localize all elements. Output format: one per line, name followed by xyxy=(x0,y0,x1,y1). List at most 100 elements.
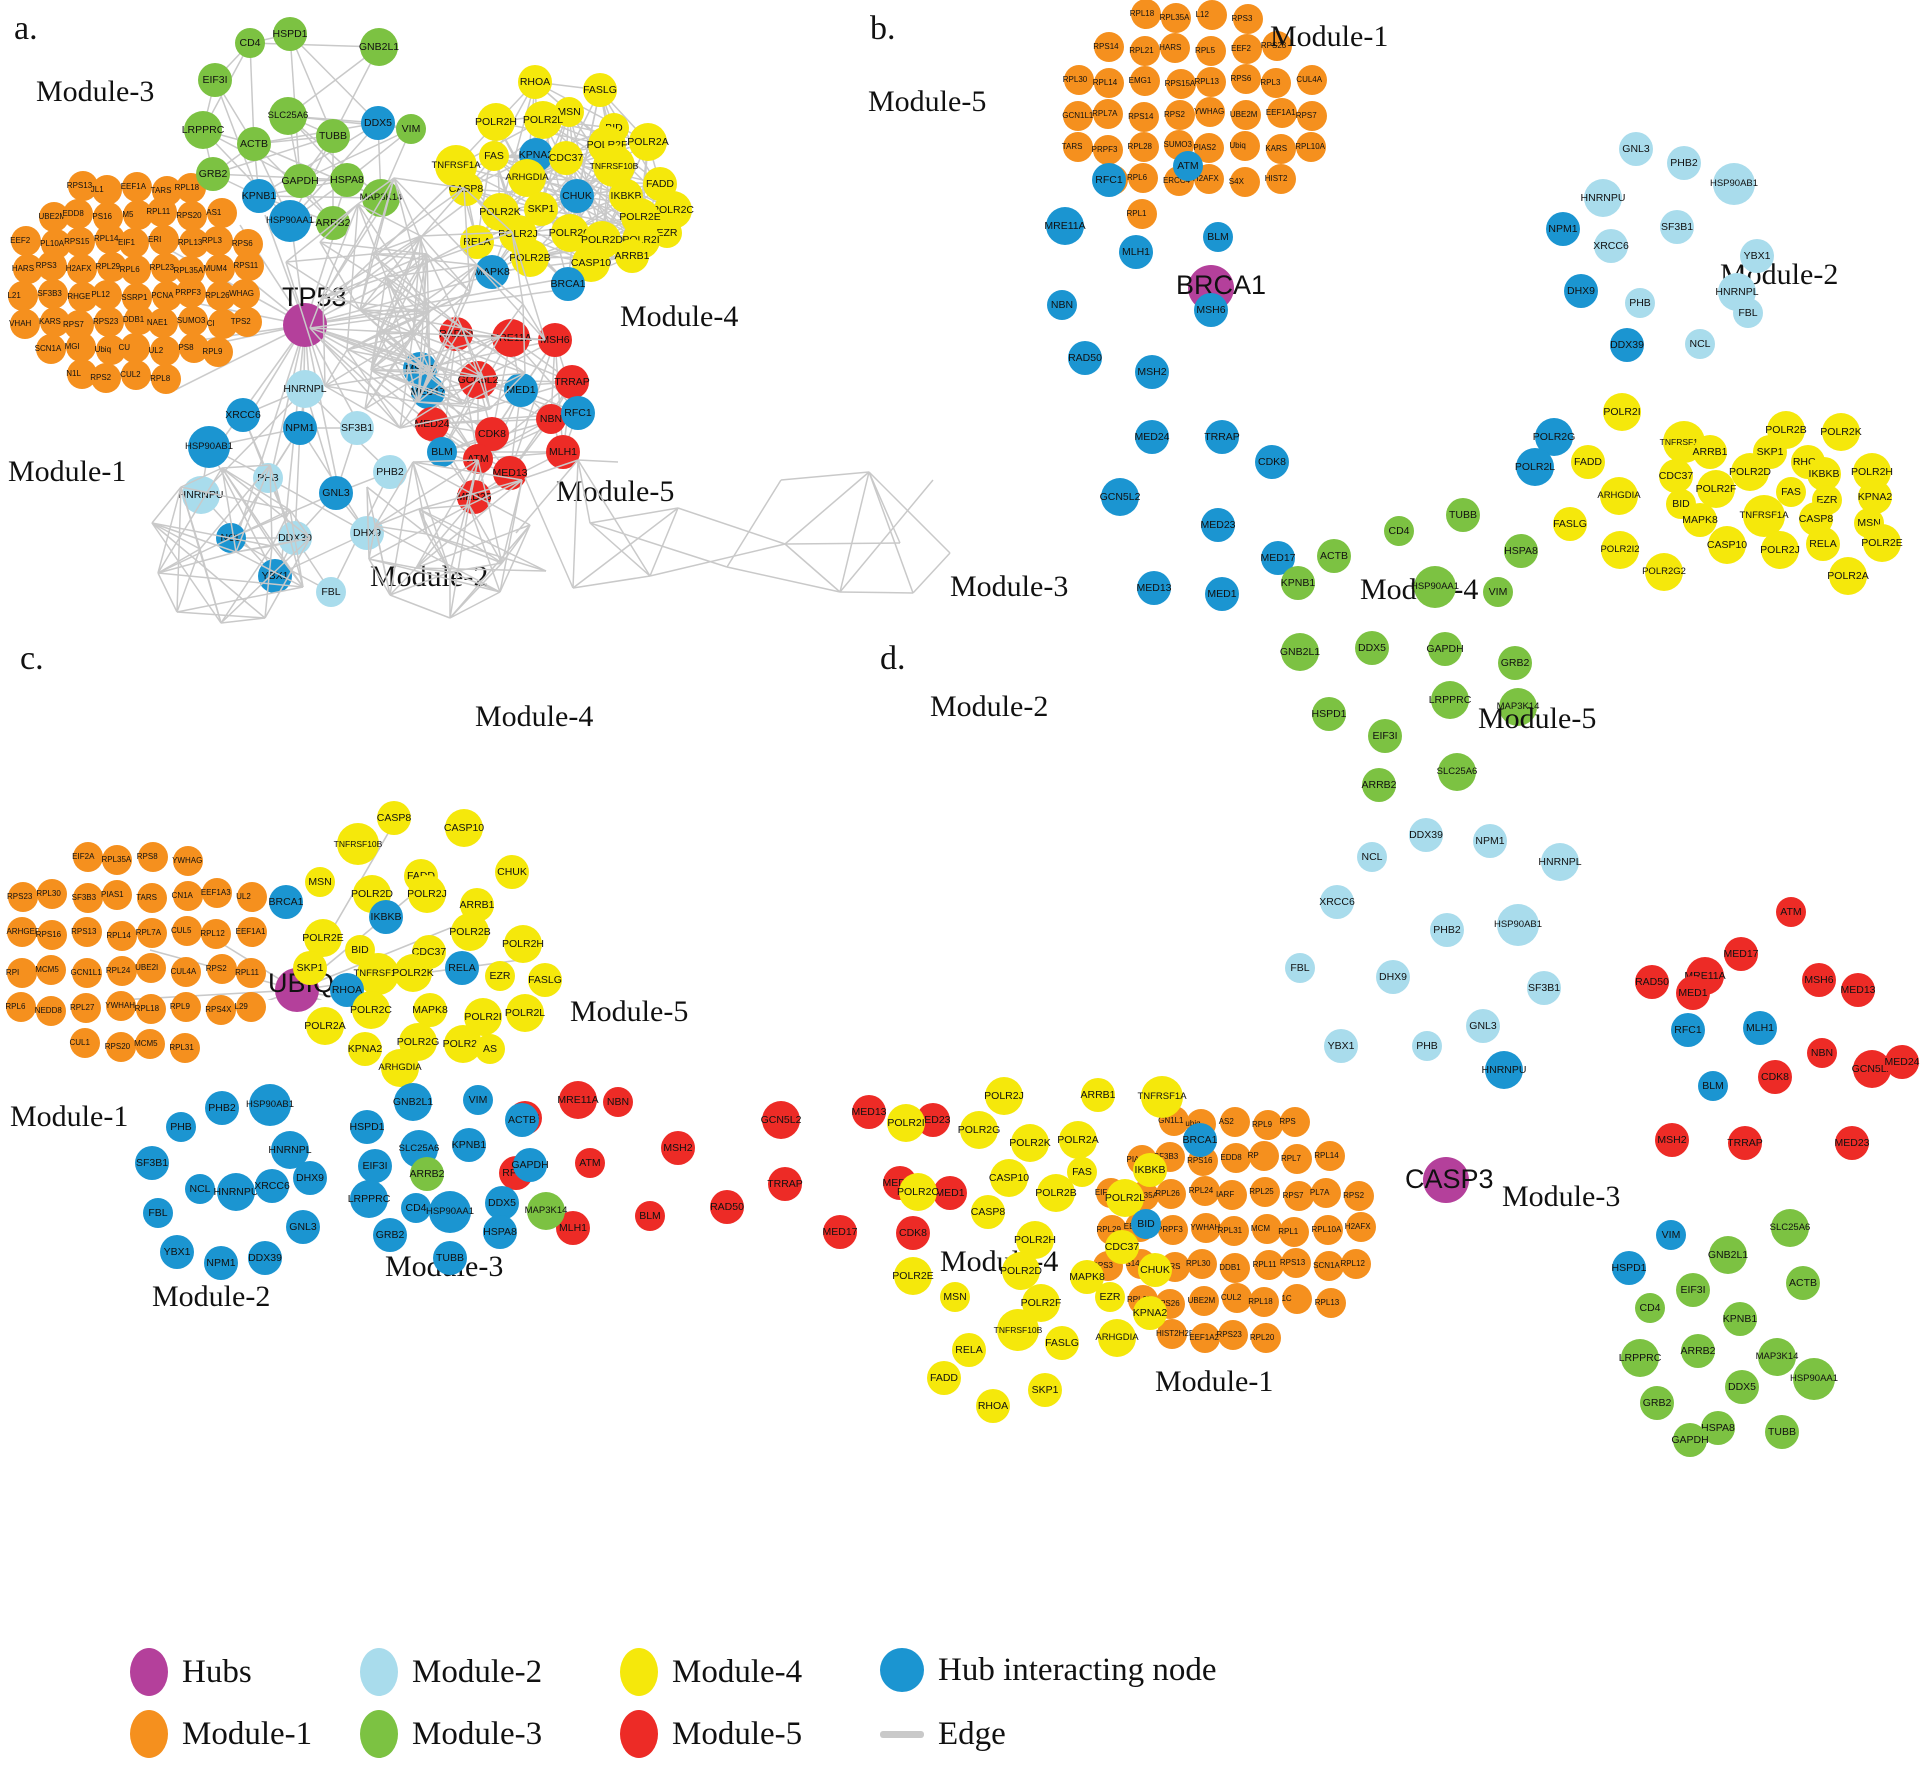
network-node[interactable] xyxy=(7,916,38,947)
network-node[interactable]: GCN5L2 xyxy=(761,1101,801,1139)
network-node[interactable]: RHOA xyxy=(518,65,552,99)
network-node[interactable]: FASLG xyxy=(1553,507,1587,541)
network-node[interactable] xyxy=(148,225,179,256)
network-node[interactable]: FASLG xyxy=(583,73,617,107)
network-node[interactable] xyxy=(1230,130,1261,161)
network-node[interactable] xyxy=(1231,33,1262,64)
network-node[interactable] xyxy=(1248,1140,1279,1171)
network-node[interactable] xyxy=(1251,1213,1282,1244)
network-node[interactable] xyxy=(236,916,267,947)
network-node[interactable]: ARHGDIA xyxy=(1597,477,1641,515)
network-node[interactable] xyxy=(1261,67,1292,98)
network-node[interactable]: MSH2 xyxy=(661,1131,695,1165)
network-node[interactable] xyxy=(121,360,152,391)
network-node[interactable]: POLR2G2 xyxy=(1642,553,1686,591)
network-node[interactable]: HNRNPU xyxy=(214,1173,258,1211)
network-node[interactable]: MLH1 xyxy=(546,435,580,469)
network-node[interactable]: XRCC6 xyxy=(1593,229,1629,263)
network-node[interactable]: MRE11A xyxy=(490,319,532,357)
network-node[interactable]: POLR2B xyxy=(449,913,491,951)
network-node[interactable] xyxy=(1129,65,1160,96)
network-node[interactable] xyxy=(203,336,234,367)
network-node[interactable]: SF3B1 xyxy=(1660,210,1694,244)
network-node[interactable]: DDX39 xyxy=(278,521,312,555)
network-node[interactable] xyxy=(147,197,178,228)
network-node[interactable] xyxy=(101,879,132,910)
network-node[interactable]: MED13 xyxy=(493,456,528,490)
network-node[interactable] xyxy=(204,253,235,284)
network-node[interactable] xyxy=(136,918,167,949)
network-node[interactable]: HSP90AB1 xyxy=(1494,904,1542,946)
network-node[interactable] xyxy=(1253,1250,1284,1281)
network-node[interactable]: POLR2A xyxy=(627,123,669,161)
network-node[interactable]: KPNB1 xyxy=(242,179,276,213)
network-node[interactable]: MED24 xyxy=(1885,1045,1920,1079)
network-node[interactable]: MED17 xyxy=(411,375,446,409)
network-node[interactable]: NPM1 xyxy=(283,411,317,445)
network-node[interactable] xyxy=(236,957,267,988)
network-node[interactable]: HNRNPU xyxy=(1581,179,1625,217)
network-node[interactable]: EIF3I xyxy=(1676,1273,1710,1307)
network-node[interactable]: SLC25A6 xyxy=(268,97,308,135)
network-node[interactable] xyxy=(36,954,67,985)
network-node[interactable]: YBX1 xyxy=(1324,1029,1358,1063)
network-node[interactable]: PHB xyxy=(253,463,283,493)
network-node[interactable]: MED17 xyxy=(1724,937,1759,971)
network-node[interactable] xyxy=(1190,1322,1221,1353)
network-node[interactable] xyxy=(234,251,265,282)
network-node[interactable]: MSN xyxy=(940,1282,970,1312)
network-node[interactable]: ARRB1 xyxy=(615,239,650,273)
network-node[interactable] xyxy=(102,845,133,876)
network-node[interactable]: POLR2J xyxy=(407,875,447,913)
network-node[interactable] xyxy=(1230,100,1261,131)
network-node[interactable]: GRB2 xyxy=(373,1218,407,1252)
network-node[interactable] xyxy=(72,917,103,948)
network-node[interactable]: FADD xyxy=(1571,445,1605,479)
network-node[interactable] xyxy=(147,308,178,339)
network-node[interactable]: AS xyxy=(475,1034,505,1064)
network-node[interactable] xyxy=(137,842,168,873)
network-node[interactable]: CDC37 xyxy=(1105,1230,1139,1264)
network-node[interactable] xyxy=(201,878,232,909)
network-node[interactable] xyxy=(1189,1176,1220,1207)
network-node[interactable]: GNB2L1 xyxy=(393,1083,433,1121)
network-node[interactable]: DDX5 xyxy=(361,106,395,140)
network-node[interactable]: PHB2 xyxy=(205,1091,239,1125)
network-node[interactable]: POLR2J xyxy=(984,1077,1024,1115)
network-node[interactable]: GNL3 xyxy=(1466,1009,1500,1043)
network-node[interactable]: GCN5L2 xyxy=(1100,478,1140,516)
network-node[interactable]: LRPPRC xyxy=(348,1180,390,1218)
network-node[interactable] xyxy=(1345,1212,1376,1242)
network-node[interactable] xyxy=(149,335,180,366)
hub-node-casp3[interactable] xyxy=(1423,1157,1469,1203)
network-node[interactable]: RAD50 xyxy=(439,317,473,351)
network-node[interactable]: CD4 xyxy=(235,28,265,58)
network-node[interactable] xyxy=(11,225,42,256)
network-node[interactable]: VIM xyxy=(463,1085,493,1115)
network-node[interactable] xyxy=(1261,31,1292,62)
network-node[interactable]: RAD50 xyxy=(710,1190,744,1224)
network-node[interactable] xyxy=(1312,1214,1343,1245)
network-node[interactable]: NBN xyxy=(603,1087,633,1117)
network-node[interactable]: MED23 xyxy=(1835,1126,1870,1160)
network-node[interactable]: POLR2G xyxy=(958,1111,1000,1149)
network-node[interactable]: TNFRSF10B xyxy=(334,823,382,865)
network-node[interactable]: HSP90AA1 xyxy=(426,1191,474,1233)
network-node[interactable]: SKP1 xyxy=(293,951,327,985)
network-node[interactable]: POLR2K xyxy=(1820,413,1862,451)
network-node[interactable]: FASLG xyxy=(528,963,562,997)
network-node[interactable]: HSP90AB1 xyxy=(1710,163,1758,205)
network-node[interactable]: YBX1 xyxy=(160,1235,194,1269)
network-node[interactable] xyxy=(1062,131,1093,162)
network-node[interactable]: DDX39 xyxy=(1610,328,1644,362)
network-node[interactable]: GAPDH xyxy=(281,164,319,198)
network-node[interactable]: POLR2I xyxy=(887,1104,925,1142)
network-node[interactable]: RFC1 xyxy=(561,396,595,430)
network-node[interactable]: POLR2L xyxy=(1515,448,1555,486)
network-node[interactable] xyxy=(1063,101,1094,132)
network-node[interactable] xyxy=(93,307,124,338)
network-node[interactable] xyxy=(171,956,202,987)
network-node[interactable]: MED1 xyxy=(1676,976,1710,1010)
network-node[interactable] xyxy=(1218,1216,1249,1247)
network-node[interactable] xyxy=(237,881,268,912)
